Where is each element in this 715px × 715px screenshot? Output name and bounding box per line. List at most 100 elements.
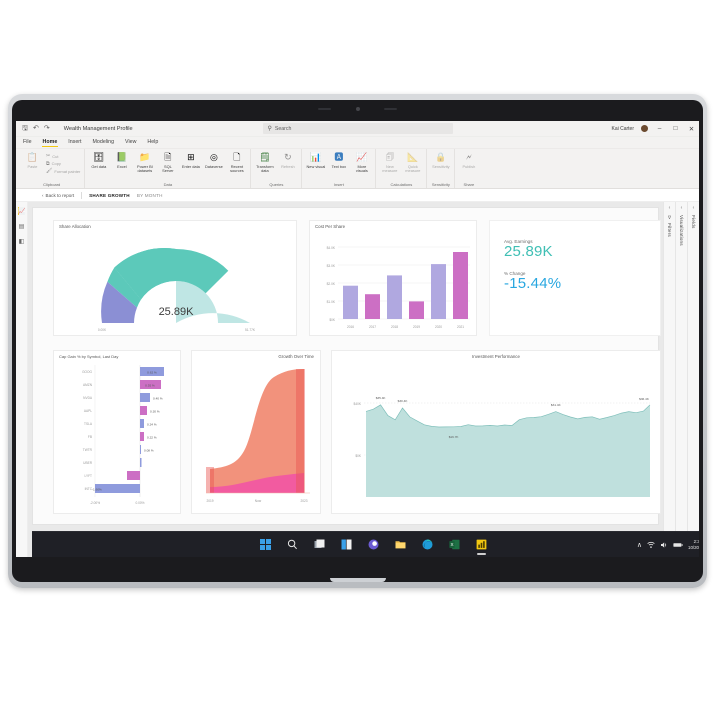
search-icon[interactable] bbox=[286, 538, 299, 551]
maximize-button[interactable]: □ bbox=[673, 125, 678, 132]
more-visuals-button[interactable]: 📈 More visuals bbox=[352, 151, 371, 174]
svg-text:0.24 %: 0.24 % bbox=[147, 423, 157, 427]
new-visual-button[interactable]: 📊 New visual bbox=[306, 151, 325, 170]
data-labels: $35.4K $30.4K $16.7K $31.4K $36.4K bbox=[376, 396, 650, 439]
speaker-slit-left bbox=[318, 108, 331, 110]
svg-text:UBER: UBER bbox=[83, 461, 93, 465]
new-measure-button[interactable]: 🗊 New measure bbox=[380, 151, 399, 174]
taskbar[interactable]: X ∧ bbox=[32, 531, 699, 557]
svg-text:2020: 2020 bbox=[435, 325, 442, 329]
svg-text:0.40 %: 0.40 % bbox=[153, 397, 163, 401]
filter-icon: ∇ bbox=[667, 215, 671, 220]
ribbon-group-clipboard: 📋 Paste ✂ Cut ⧉ Copy 🖌 bbox=[19, 149, 84, 188]
copy-button[interactable]: ⧉ Copy bbox=[46, 161, 80, 167]
report-view-icon[interactable]: 📈 bbox=[17, 207, 26, 215]
excel-button[interactable]: 📗 Excel bbox=[112, 151, 131, 170]
svg-text:AMZN: AMZN bbox=[83, 383, 93, 387]
visual-cap-gain-by-symbol[interactable]: Cap Gain % by Symbol, Last Day GOOG AMZN… bbox=[53, 350, 181, 514]
paste-button[interactable]: 📋 Paste bbox=[23, 151, 42, 170]
quick-measure-label: Quick measure bbox=[405, 164, 421, 174]
get-data-icon: 🗄 bbox=[93, 152, 105, 162]
transform-data-button[interactable]: 🗒 Transform data bbox=[255, 151, 274, 174]
pane-visualizations[interactable]: ‹ Visualizations bbox=[675, 202, 687, 557]
start-icon[interactable] bbox=[259, 538, 272, 551]
more-visuals-label: More visuals bbox=[355, 164, 368, 174]
ribbon-tab-home[interactable]: Home bbox=[41, 139, 58, 147]
ribbon-tab-file[interactable]: File bbox=[23, 139, 32, 145]
battery-icon[interactable] bbox=[673, 541, 683, 549]
x-axis-ticks: -2.00% 0.00% bbox=[90, 501, 145, 505]
model-view-icon[interactable]: ◧ bbox=[18, 238, 25, 245]
svg-text:-2.00%: -2.00% bbox=[90, 501, 100, 505]
pane-filters[interactable]: ‹ ∇ Filters bbox=[663, 202, 675, 557]
save-icon[interactable]: 🖫 bbox=[22, 125, 28, 132]
svg-text:0.22 %: 0.22 % bbox=[147, 436, 157, 440]
get-data-button[interactable]: 🗄 Get data bbox=[89, 151, 108, 170]
undo-icon[interactable]: ↶ bbox=[32, 125, 39, 132]
quick-measure-button[interactable]: 📐 Quick measure bbox=[403, 151, 422, 174]
cut-button[interactable]: ✂ Cut bbox=[46, 153, 80, 159]
y-axis-ticks: $0K $1.0K $2.0K $3.0K $4.0K bbox=[327, 246, 336, 322]
visual-kpi-card[interactable]: Avg. Earnings 25.89K % Change -15.44% bbox=[489, 220, 661, 336]
data-view-icon[interactable]: ▤ bbox=[18, 223, 25, 230]
teams-icon[interactable] bbox=[367, 538, 380, 551]
power-bi-icon[interactable] bbox=[475, 538, 488, 555]
chevron-left-icon[interactable]: ‹ bbox=[680, 205, 683, 211]
publish-button[interactable]: 🗲 Publish bbox=[459, 151, 478, 170]
clock[interactable]: 2:30 PM 10/20/2021 bbox=[688, 539, 699, 549]
area-chart-growth: 2019 Now 2023 bbox=[206, 369, 310, 503]
system-tray[interactable]: ∧ bbox=[637, 539, 699, 549]
ribbon-tab-insert[interactable]: Insert bbox=[68, 139, 82, 145]
wifi-icon[interactable] bbox=[647, 541, 655, 549]
ribbon-tab-modeling[interactable]: Modeling bbox=[92, 139, 115, 145]
left-view-rail[interactable]: 📈 ▤ ◧ bbox=[16, 202, 28, 557]
minimize-button[interactable]: – bbox=[657, 125, 662, 132]
svg-text:-1.60%: -1.60% bbox=[92, 488, 102, 492]
recent-sources-button[interactable]: 🗋 Recent sources bbox=[227, 151, 246, 174]
task-view-icon[interactable] bbox=[313, 538, 326, 551]
pane-fields[interactable]: ‹ Fields bbox=[687, 202, 699, 557]
refresh-button[interactable]: ↻ Refresh bbox=[278, 151, 297, 170]
excel-icon[interactable]: X bbox=[448, 538, 461, 551]
sql-server-button[interactable]: 🗎 SQL Server bbox=[158, 151, 177, 174]
text-box-button[interactable]: 🅰 Text box bbox=[329, 151, 348, 170]
svg-text:LYFT: LYFT bbox=[84, 474, 92, 478]
format-painter-button[interactable]: 🖌 Format painter bbox=[46, 168, 80, 174]
new-measure-label: New measure bbox=[382, 164, 398, 174]
sensitivity-button[interactable]: 🔒 Sensitivity bbox=[431, 151, 450, 170]
visual-investment-performance[interactable]: Investment Performance $40K $0K bbox=[331, 350, 661, 514]
quick-access-toolbar[interactable]: 🖫 ↶ ↷ bbox=[16, 125, 50, 132]
visual-growth-over-time[interactable]: Growth Over Time 2019 Now 2023 bbox=[191, 350, 321, 514]
ribbon-tab-help[interactable]: Help bbox=[147, 139, 159, 145]
breadcrumb-main[interactable]: SHARE GROWTH bbox=[89, 192, 130, 198]
enter-data-button[interactable]: ⊞ Enter data bbox=[181, 151, 200, 170]
back-to-report-button[interactable]: ‹ Back to report bbox=[42, 193, 74, 198]
widgets-icon[interactable] bbox=[340, 538, 353, 551]
group-name-sensitivity: Sensitivity bbox=[431, 182, 450, 187]
dataverse-button[interactable]: ◎ Dataverse bbox=[204, 151, 223, 170]
account-name[interactable]: Kai Carter bbox=[611, 125, 634, 132]
visual-cost-per-share[interactable]: Cost Per Share $0K $1.0K bbox=[309, 220, 477, 336]
close-button[interactable]: ✕ bbox=[688, 125, 695, 133]
format-painter-icon: 🖌 bbox=[46, 168, 53, 174]
ribbon-tab-strip[interactable]: File Home Insert Modeling View Help bbox=[16, 137, 699, 149]
visual-share-allocation[interactable]: Share Allocation 25.89K bbox=[53, 220, 297, 336]
file-explorer-icon[interactable] bbox=[394, 538, 407, 551]
redo-icon[interactable]: ↷ bbox=[43, 125, 50, 132]
edge-icon[interactable] bbox=[421, 538, 434, 551]
chevron-left-icon[interactable]: ‹ bbox=[692, 205, 695, 211]
search-input[interactable]: ⚲ Search bbox=[262, 123, 453, 134]
report-canvas[interactable]: Share Allocation 25.89K bbox=[32, 207, 661, 525]
kpi-label-pct-change: % Change bbox=[504, 270, 526, 276]
show-hidden-icons-icon[interactable]: ∧ bbox=[636, 541, 643, 549]
ribbon-tab-view[interactable]: View bbox=[125, 139, 137, 145]
bar-chart: $0K $1.0K $2.0K $3.0K $4.0K bbox=[327, 246, 470, 329]
chevron-left-icon[interactable]: ‹ bbox=[668, 205, 671, 211]
cut-label: Cut bbox=[52, 153, 59, 159]
screen: 🖫 ↶ ↷ Wealth Management Profile ⚲ Search… bbox=[16, 121, 699, 557]
breadcrumb-sub[interactable]: BY MONTH bbox=[136, 192, 163, 198]
volume-icon[interactable] bbox=[660, 541, 668, 549]
visual-title-cap-gain: Cap Gain % by Symbol, Last Day bbox=[59, 354, 119, 359]
avatar[interactable] bbox=[641, 125, 648, 132]
power-bi-datasets-button[interactable]: 📁 Power BI datasets bbox=[135, 151, 154, 174]
